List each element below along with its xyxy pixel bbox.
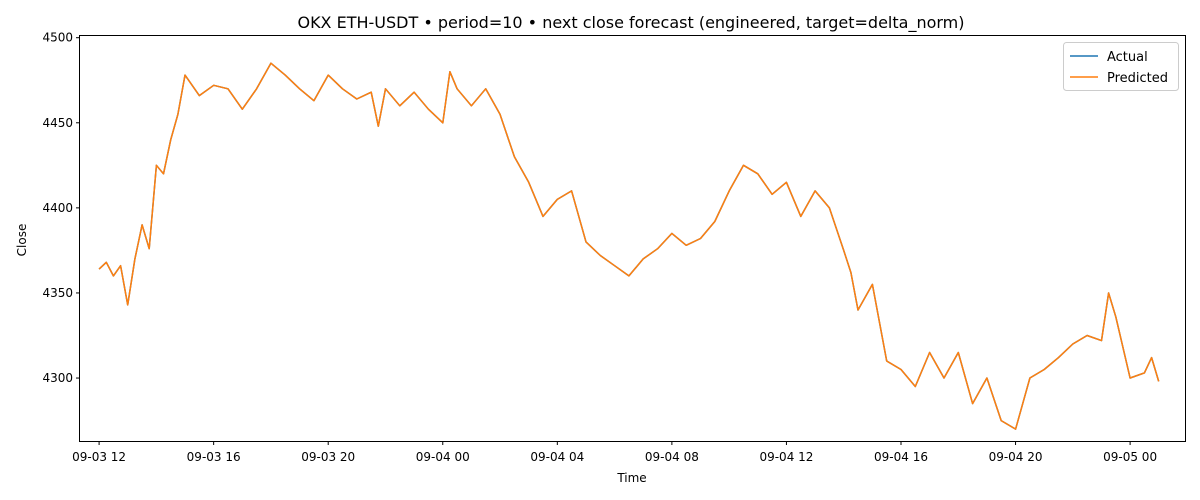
legend-label-actual: Actual [1107,50,1148,65]
legend-label-predicted: Predicted [1107,71,1168,86]
x-axis-label: Time [616,471,646,485]
series-line-actual [98,62,1160,430]
x-tick-label: 09-04 08 [645,450,699,464]
legend: Actual Predicted [1063,42,1179,91]
y-tick-label: 4400 [42,201,73,215]
x-tick-label: 09-04 20 [989,450,1043,464]
x-tick-label: 09-04 00 [416,450,470,464]
x-tick-label: 09-04 16 [874,450,928,464]
y-tick-label: 4500 [42,31,73,45]
y-tick-label: 4350 [42,286,73,300]
y-tick-label: 4450 [42,116,73,130]
x-tick-label: 09-03 20 [301,450,355,464]
x-tick-label: 09-05 00 [1103,450,1157,464]
x-axis: 09-03 12 09-03 16 09-03 20 09-04 00 09-04 04… [72,441,1157,464]
x-tick-label: 09-03 12 [72,450,126,464]
series-line-predicted [98,62,1160,430]
legend-box [1063,42,1179,91]
y-axis: 4300 4350 4400 4450 4500 [42,31,80,385]
chart-title: OKX ETH-USDT • period=10 • next close fo… [297,13,964,33]
x-tick-label: 09-04 12 [759,450,813,464]
plot-lines [98,62,1160,430]
x-tick-label: 09-04 04 [530,450,584,464]
y-axis-label: Close [15,224,29,257]
y-tick-label: 4300 [42,371,73,385]
plot-frame [79,35,1186,442]
x-tick-label: 09-03 16 [187,450,241,464]
